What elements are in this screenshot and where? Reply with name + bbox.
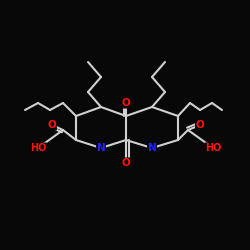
Text: N: N (148, 143, 156, 153)
Text: O: O (48, 120, 56, 130)
Text: O: O (122, 158, 130, 168)
Text: O: O (196, 120, 204, 130)
Text: HO: HO (205, 143, 221, 153)
Text: O: O (122, 98, 130, 108)
Text: N: N (96, 143, 106, 153)
Text: HO: HO (30, 143, 46, 153)
